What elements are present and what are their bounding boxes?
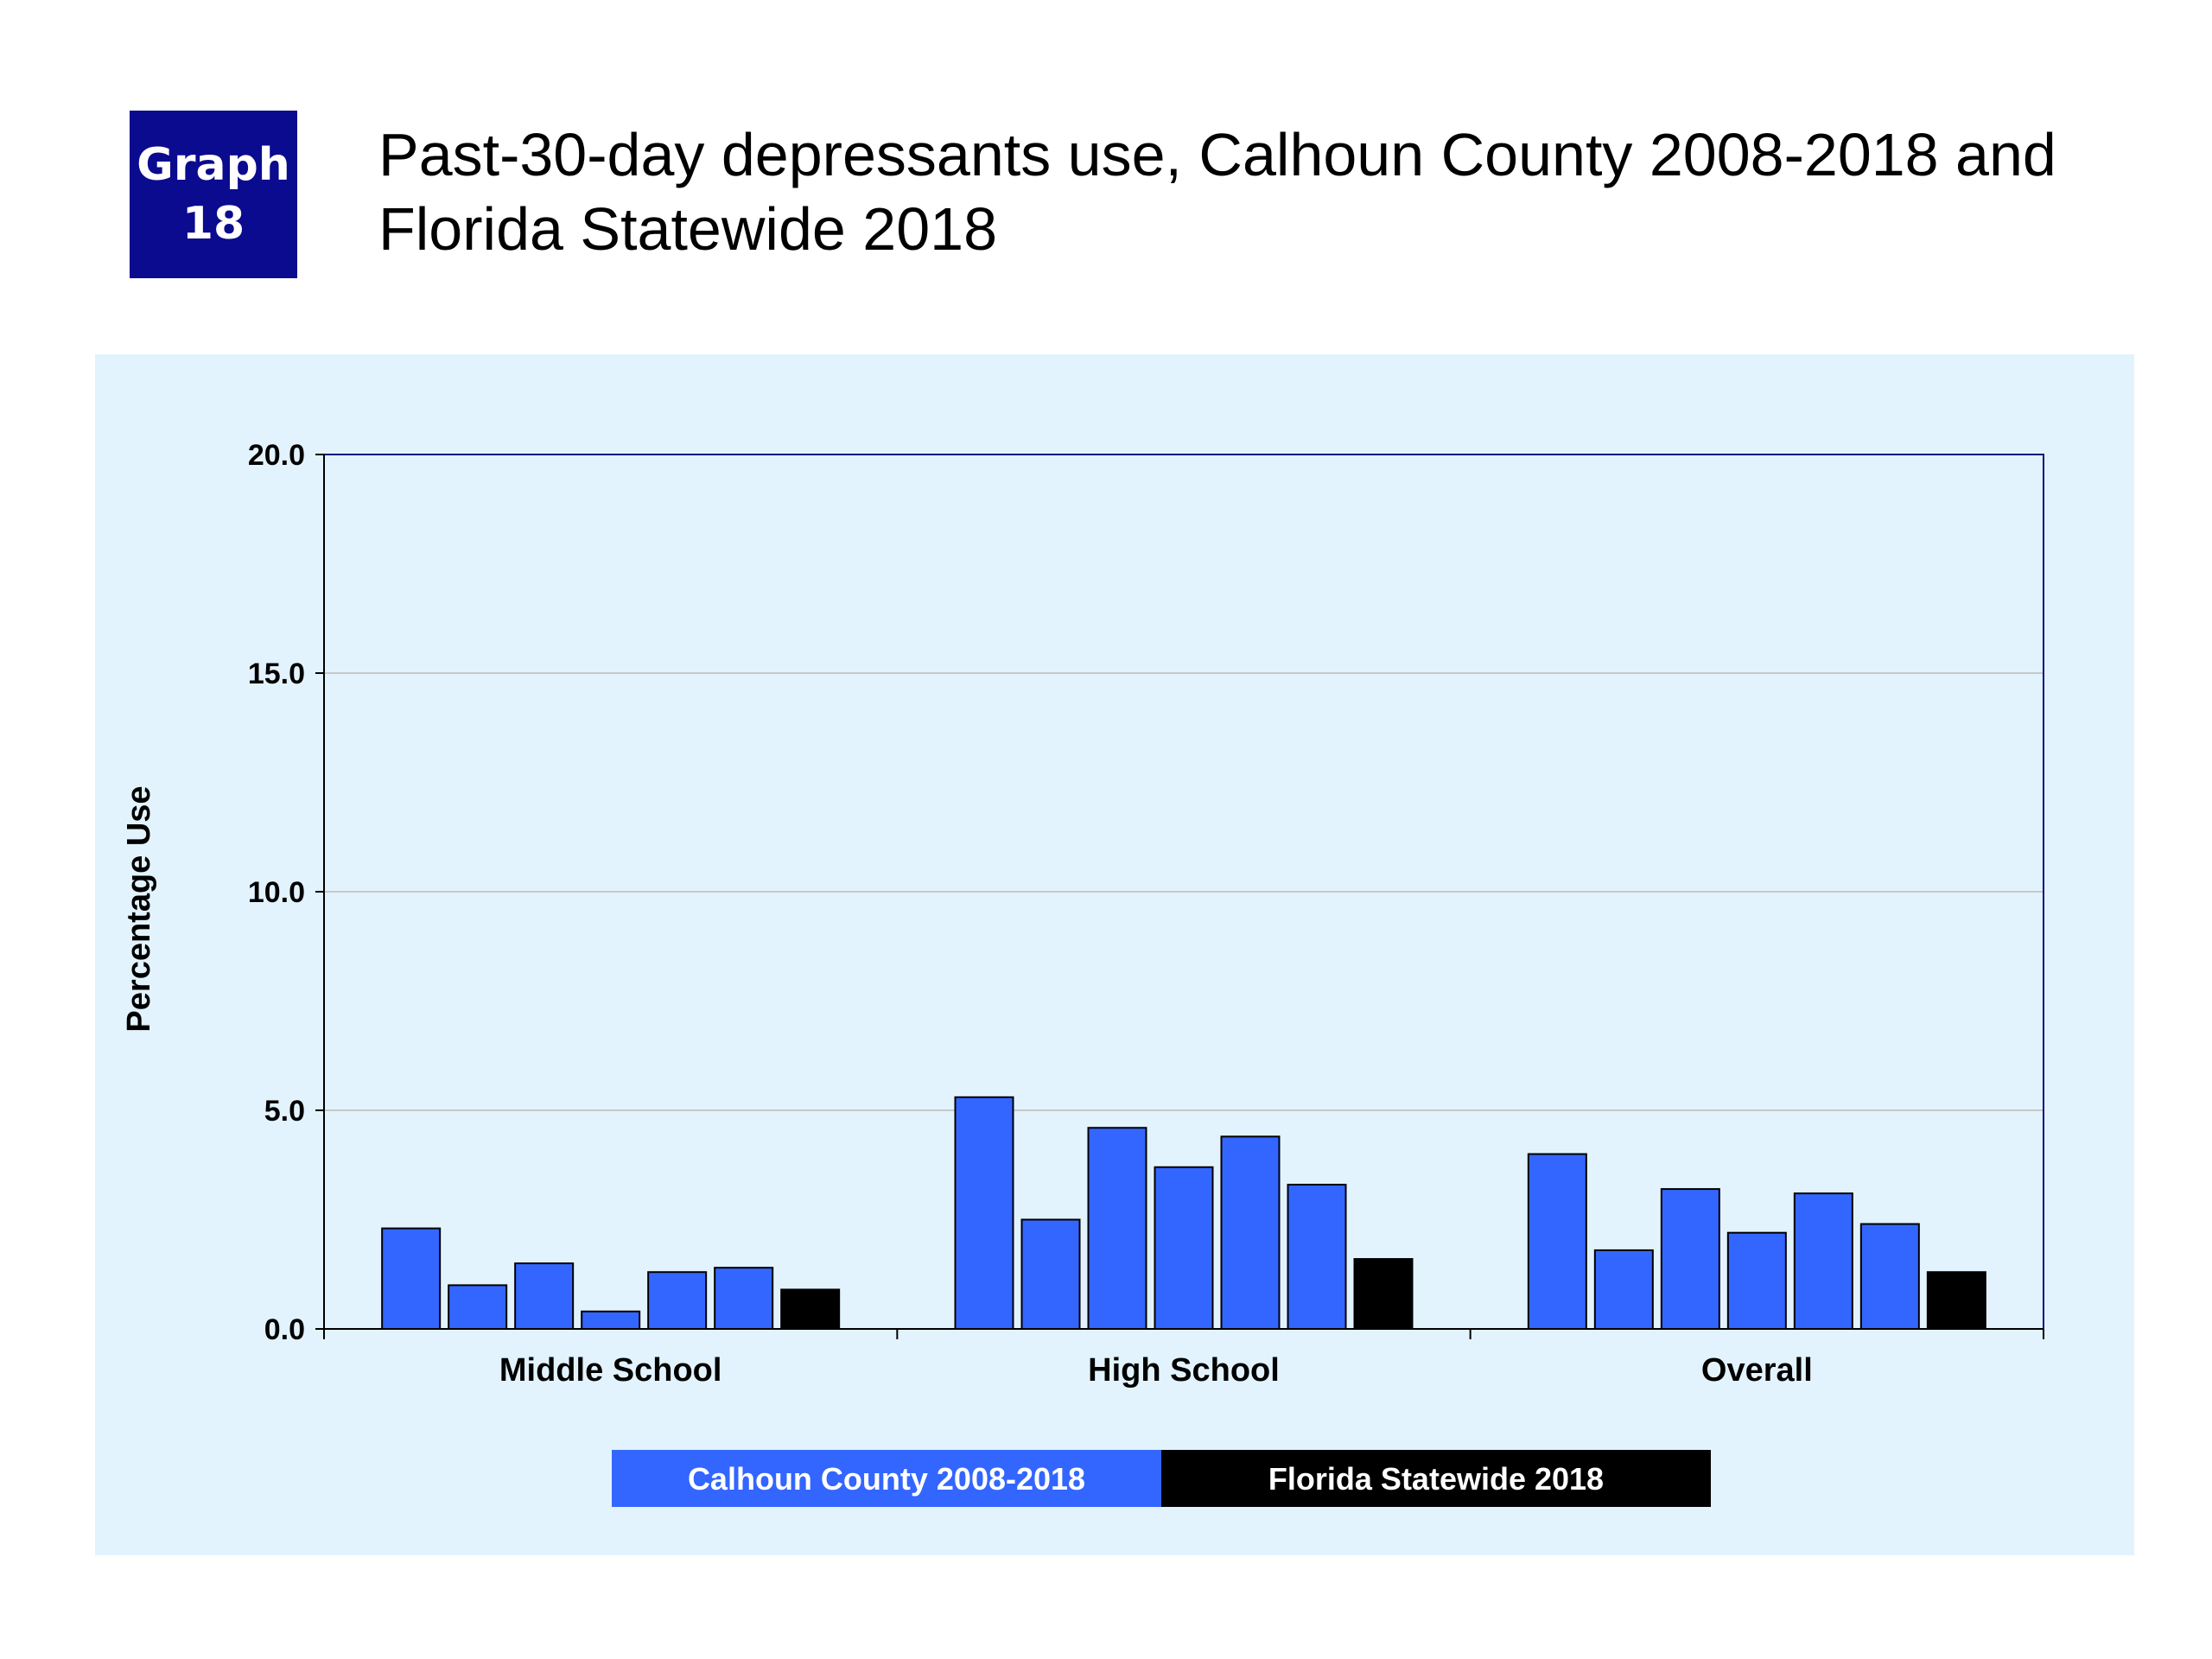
x-category-label: Middle School [499, 1352, 722, 1389]
chart-panel: 0.0 5.0 10.0 15.0 20.0 Middle School High Scho… [95, 354, 2134, 1555]
y-tick-label: 5.0 [264, 1095, 305, 1128]
badge-number: 18 [181, 198, 245, 250]
county-bar [1220, 1135, 1281, 1330]
legend-label-county: Calhoun County 2008-2018 [688, 1461, 1085, 1497]
y-tick-label: 10.0 [248, 876, 305, 909]
x-category-label: High School [1088, 1352, 1280, 1389]
county-bar [714, 1267, 774, 1331]
county-bar [1527, 1153, 1587, 1330]
bar-chart: 0.0 5.0 10.0 15.0 20.0 Middle School High Scho… [121, 439, 2044, 1507]
county-bar [1660, 1188, 1720, 1331]
county-bar [1020, 1218, 1081, 1330]
legend-swatch-state [1161, 1450, 1711, 1507]
county-bar [1087, 1127, 1147, 1330]
state-bar [780, 1288, 841, 1330]
state-bar [1353, 1258, 1414, 1331]
county-bar [1859, 1223, 1920, 1330]
county-bar [581, 1310, 641, 1331]
county-bar [647, 1271, 708, 1330]
y-axis-title: Percentage Use [121, 785, 157, 1032]
county-bar [954, 1096, 1014, 1330]
county-bar [381, 1227, 442, 1330]
y-tick-label: 20.0 [248, 439, 305, 472]
legend-swatch-county [612, 1450, 1161, 1507]
state-bar [1926, 1271, 1986, 1330]
legend-label-state: Florida Statewide 2018 [1268, 1461, 1604, 1497]
county-bar [448, 1284, 508, 1331]
county-bar [514, 1262, 575, 1330]
chart-title: Past-30-day depressants use, Calhoun Cou… [378, 121, 2056, 263]
county-bar [1154, 1166, 1214, 1331]
county-bar [1726, 1231, 1787, 1330]
county-bar [1287, 1184, 1347, 1331]
y-tick-label: 15.0 [248, 658, 305, 690]
y-tick-label: 0.0 [264, 1313, 305, 1346]
badge-label: Graph [137, 139, 290, 191]
county-bar [1593, 1249, 1654, 1331]
county-bar [1793, 1192, 1853, 1331]
x-category-label: Overall [1701, 1352, 1813, 1389]
graph-number-badge: Graph 18 [130, 111, 297, 278]
